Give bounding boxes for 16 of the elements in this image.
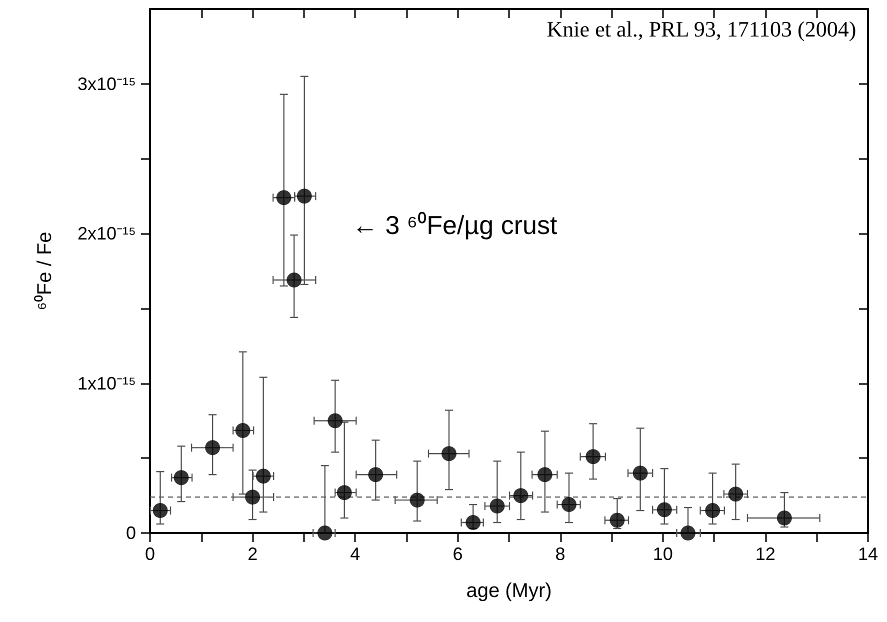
x-tick-label: 10	[652, 544, 673, 564]
x-tick-label: 0	[144, 544, 156, 564]
x-axis-title: age (Myr)	[466, 580, 552, 602]
x-tick-label: 12	[755, 544, 776, 564]
y-tick-label: 1x10⁻¹⁵	[78, 373, 136, 394]
y-axis-title: ⁶⁰Fe / Fe	[33, 232, 56, 310]
annotation: Knie et al., PRL 93, 171103 (2004)	[546, 16, 856, 42]
x-tick-label: 2	[248, 544, 258, 564]
annotation: ← 3 ⁶⁰Fe/µg crust	[352, 210, 558, 240]
x-tick-label: 4	[350, 544, 360, 564]
x-tick-label: 14	[858, 544, 878, 564]
y-tick-label: 2x10⁻¹⁵	[78, 224, 136, 244]
y-tick-label: 3x10⁻¹⁵	[78, 74, 136, 94]
y-tick-label: 0	[126, 523, 136, 543]
x-tick-label: 6	[452, 544, 463, 564]
x-tick-label: 8	[555, 544, 566, 564]
